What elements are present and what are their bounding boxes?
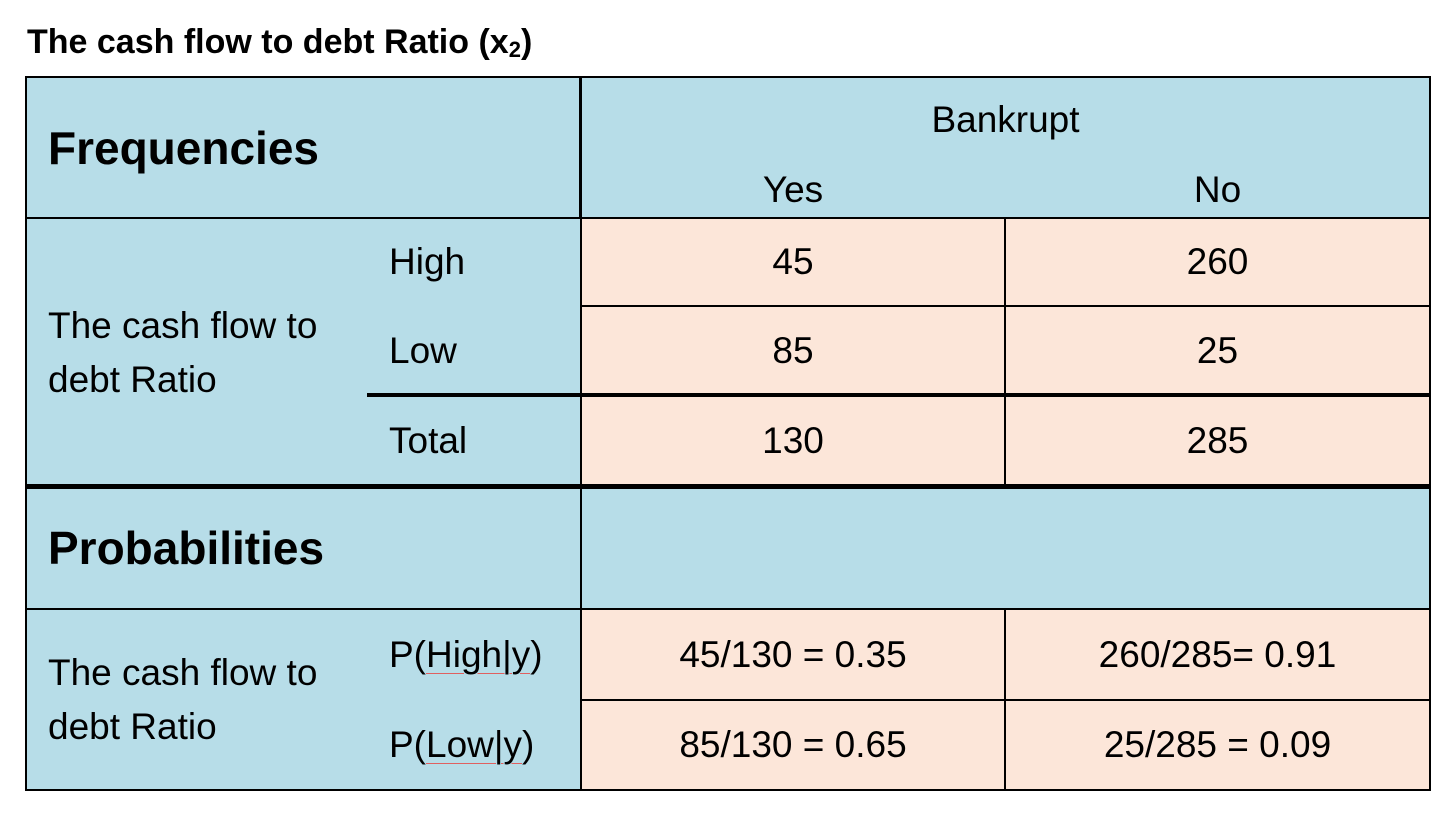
title-main: The cash flow to debt Ratio (x xyxy=(27,23,509,61)
prob-label-high-close: ) xyxy=(530,633,543,675)
prob-row-group-label: The cash flow to debt Ratio xyxy=(26,609,367,790)
bankrupt-header xyxy=(581,77,1430,218)
row-line-prob-high xyxy=(581,699,1431,701)
frequencies-heading: Frequencies xyxy=(26,77,581,218)
prob-label-low-cond: Low|y xyxy=(426,724,522,765)
row-line-high xyxy=(581,305,1431,307)
prob-label-high-p: P( xyxy=(389,633,426,675)
border-left xyxy=(25,76,27,791)
prob-high-yes: 45/130 = 0.35 xyxy=(581,609,1005,700)
header-divider-thick xyxy=(579,76,582,219)
title-close: ) xyxy=(520,23,533,61)
prob-label-high: P(High|y) xyxy=(367,609,581,700)
row-line-low-thick xyxy=(367,393,1431,397)
prob-label-low-close: ) xyxy=(522,724,535,765)
row-line-header xyxy=(25,217,1431,219)
prob-label-low-p: P( xyxy=(389,724,426,765)
prob-high-no: 260/285= 0.91 xyxy=(1005,609,1430,700)
yes-header: Yes xyxy=(762,169,824,210)
prob-low-yes: 85/130 = 0.65 xyxy=(581,700,1005,790)
row-label-total: Total xyxy=(367,395,581,487)
probabilities-blank-header xyxy=(581,487,1430,609)
probabilities-heading: Probabilities xyxy=(26,487,581,609)
cell-total-no: 285 xyxy=(1005,395,1430,487)
border-bottom xyxy=(25,789,1431,791)
cell-total-yes: 130 xyxy=(581,395,1005,487)
border-right xyxy=(1429,76,1431,791)
prob-label-low: P(Low|y) xyxy=(367,700,581,790)
freq-row-group-label: The cash flow to debt Ratio xyxy=(26,218,367,487)
col-divider-yes-no-top xyxy=(1004,217,1006,487)
prob-low-no: 25/285 = 0.09 xyxy=(1005,700,1430,790)
cell-low-yes: 85 xyxy=(581,306,1005,395)
row-line-prob-header xyxy=(25,608,1431,610)
cell-high-yes: 45 xyxy=(581,218,1005,306)
col-divider-main xyxy=(580,217,582,791)
cell-high-no: 260 xyxy=(1005,218,1430,306)
no-header: No xyxy=(1193,169,1242,210)
title-subscript: 2 xyxy=(508,37,521,62)
row-label-low: Low xyxy=(367,306,581,395)
border-top xyxy=(25,76,1431,78)
row-line-section-thick xyxy=(25,484,1431,489)
prob-label-high-cond: High|y xyxy=(426,633,531,675)
bankrupt-label: Bankrupt xyxy=(931,99,1080,140)
row-label-high: High xyxy=(367,218,581,306)
page-title: The cash flow to debt Ratio (x2) xyxy=(27,18,532,74)
cell-low-no: 25 xyxy=(1005,306,1430,395)
